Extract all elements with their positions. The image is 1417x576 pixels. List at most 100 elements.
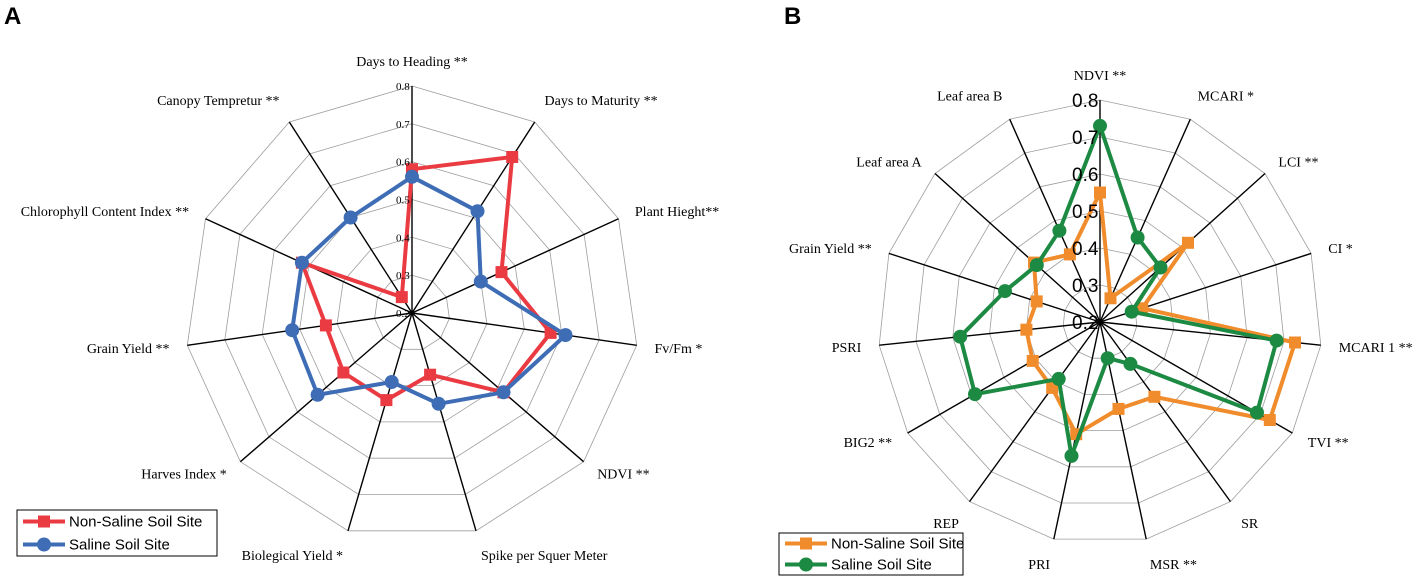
data-point [1064,448,1079,463]
series-non-saline-soil-site [1020,186,1301,441]
axis-label-mcari: MCARI * [1198,90,1254,105]
data-point [1123,356,1138,371]
axis-label-biolegical-yield: Biolegical Yield * [242,549,343,564]
tick-label: 0.4 [1072,239,1099,260]
legend-item-non-saline-soil-site: Non-Saline Soil Site [785,536,964,553]
panel-label-b: B [784,3,801,30]
series-line [958,123,1279,458]
legend-marker [38,515,50,528]
data-point [1030,295,1043,308]
data-point [506,151,519,163]
axis-label-ndvi: NDVI ** [597,467,650,482]
data-point [1124,304,1139,319]
axis-label-leaf-area-b: Leaf area B [937,90,1002,105]
data-point [424,368,437,381]
tick-label: 0.6 [396,157,410,169]
data-point [431,396,446,411]
radar-grid [878,99,1322,540]
data-point [1063,248,1076,261]
data-point [343,210,358,225]
data-point [473,274,488,289]
series-line [299,155,553,403]
axis-label-days-to-maturity: Days to Maturity ** [545,94,658,109]
axis-label-canopy-tempretur: Canopy Tempretur ** [157,94,279,109]
axis-labels: NDVI ** MCARI * LCI ** CI * MCARI 1 ** TVI **… [789,69,1413,573]
tick-label: 0.3 [396,270,410,282]
panel-label-a: A [4,3,21,30]
data-point [1269,333,1284,348]
axis-label-plant-hieght: Plant Hieght** [635,205,719,220]
series-line [290,174,568,406]
axis-label-lci: LCI ** [1278,155,1318,170]
axis-spoke [411,218,619,314]
axis-label-msr: MSR ** [1150,558,1197,573]
data-point [1020,323,1033,336]
legend-label: Non-Saline Soil Site [69,514,202,531]
grid-ring [299,199,525,423]
data-point [294,255,309,270]
axis-spoke [888,252,1101,323]
legend-box [16,509,218,557]
data-point [1052,223,1067,238]
data-point [380,394,393,407]
data-point [1100,351,1115,366]
legend-item-non-saline-soil-site: Non-Saline Soil Site [23,514,202,531]
tick-label: 0.8 [396,81,410,93]
axis-label-ndvi: NDVI ** [1074,69,1127,84]
tick-label: 0.2 [1072,313,1098,334]
data-point [1112,402,1125,415]
legend-a: Non-Saline Soil Site Saline Soil Site [16,509,218,557]
axis-label-grain-yield: Grain Yield ** [87,342,170,357]
axis-spoke [934,172,1101,323]
axis-label-pri: PRI [1028,558,1050,573]
axis-label-days-to-heading: Days to Heading ** [356,55,468,70]
data-point [470,204,485,219]
tick-label: 0.7 [1072,128,1098,149]
tick-label: 0.4 [396,232,410,244]
data-point [1104,292,1117,305]
tick-label: 0.7 [396,119,410,131]
axis-spoke [1099,118,1191,323]
tick-label: 0.6 [1072,165,1098,186]
axis-label-ci: CI * [1328,242,1353,257]
data-point [1026,354,1039,367]
data-point [405,169,419,184]
tick-label: 0.8 [1072,91,1098,112]
data-point [384,375,399,389]
tick-label: 0.2 [396,308,410,320]
grid-ring [915,136,1285,504]
data-point [495,266,508,279]
data-point [1153,260,1168,275]
axis-labels: Days to Heading ** Days to Maturity ** Pla… [21,55,720,564]
legend-label: Saline Soil Site [831,557,932,574]
axis-spoke [1009,118,1101,323]
legend-item-saline-soil-site: Saline Soil Site [785,557,932,574]
axis-label-spike-per-squer-meter: Spike per Squer Meter [481,549,608,564]
radial-ticks: 0.2 0.3 0.4 0.5 0.6 0.7 0.8 [396,81,410,320]
grid-ring [186,85,638,532]
tick-label: 0.5 [396,195,410,207]
data-point [1289,336,1301,349]
data-point [1093,118,1107,133]
data-point [1051,371,1066,386]
data-point [558,328,573,343]
grid-ring [374,274,450,350]
legend-marker [37,537,51,552]
grid-ring [224,123,600,495]
axis-spoke [347,312,413,531]
data-point [1148,390,1161,403]
axis-spoke [187,312,413,346]
data-point [953,329,968,344]
radar-chart-b: 0.2 0.3 0.4 0.5 0.6 0.7 0.8 NDVI ** MCARI * LCI *… [789,69,1413,573]
data-point [319,319,332,332]
grid-ring [989,210,1211,432]
axis-spoke [968,321,1101,503]
data-point [1029,258,1044,273]
data-point [1263,414,1276,426]
data-point [337,366,350,379]
axis-label-grain-yield: Grain Yield ** [789,242,872,257]
axis-label-psri: PSRI [832,341,862,356]
axis-label-rep: REP [933,517,959,532]
axis-spoke [411,312,477,531]
